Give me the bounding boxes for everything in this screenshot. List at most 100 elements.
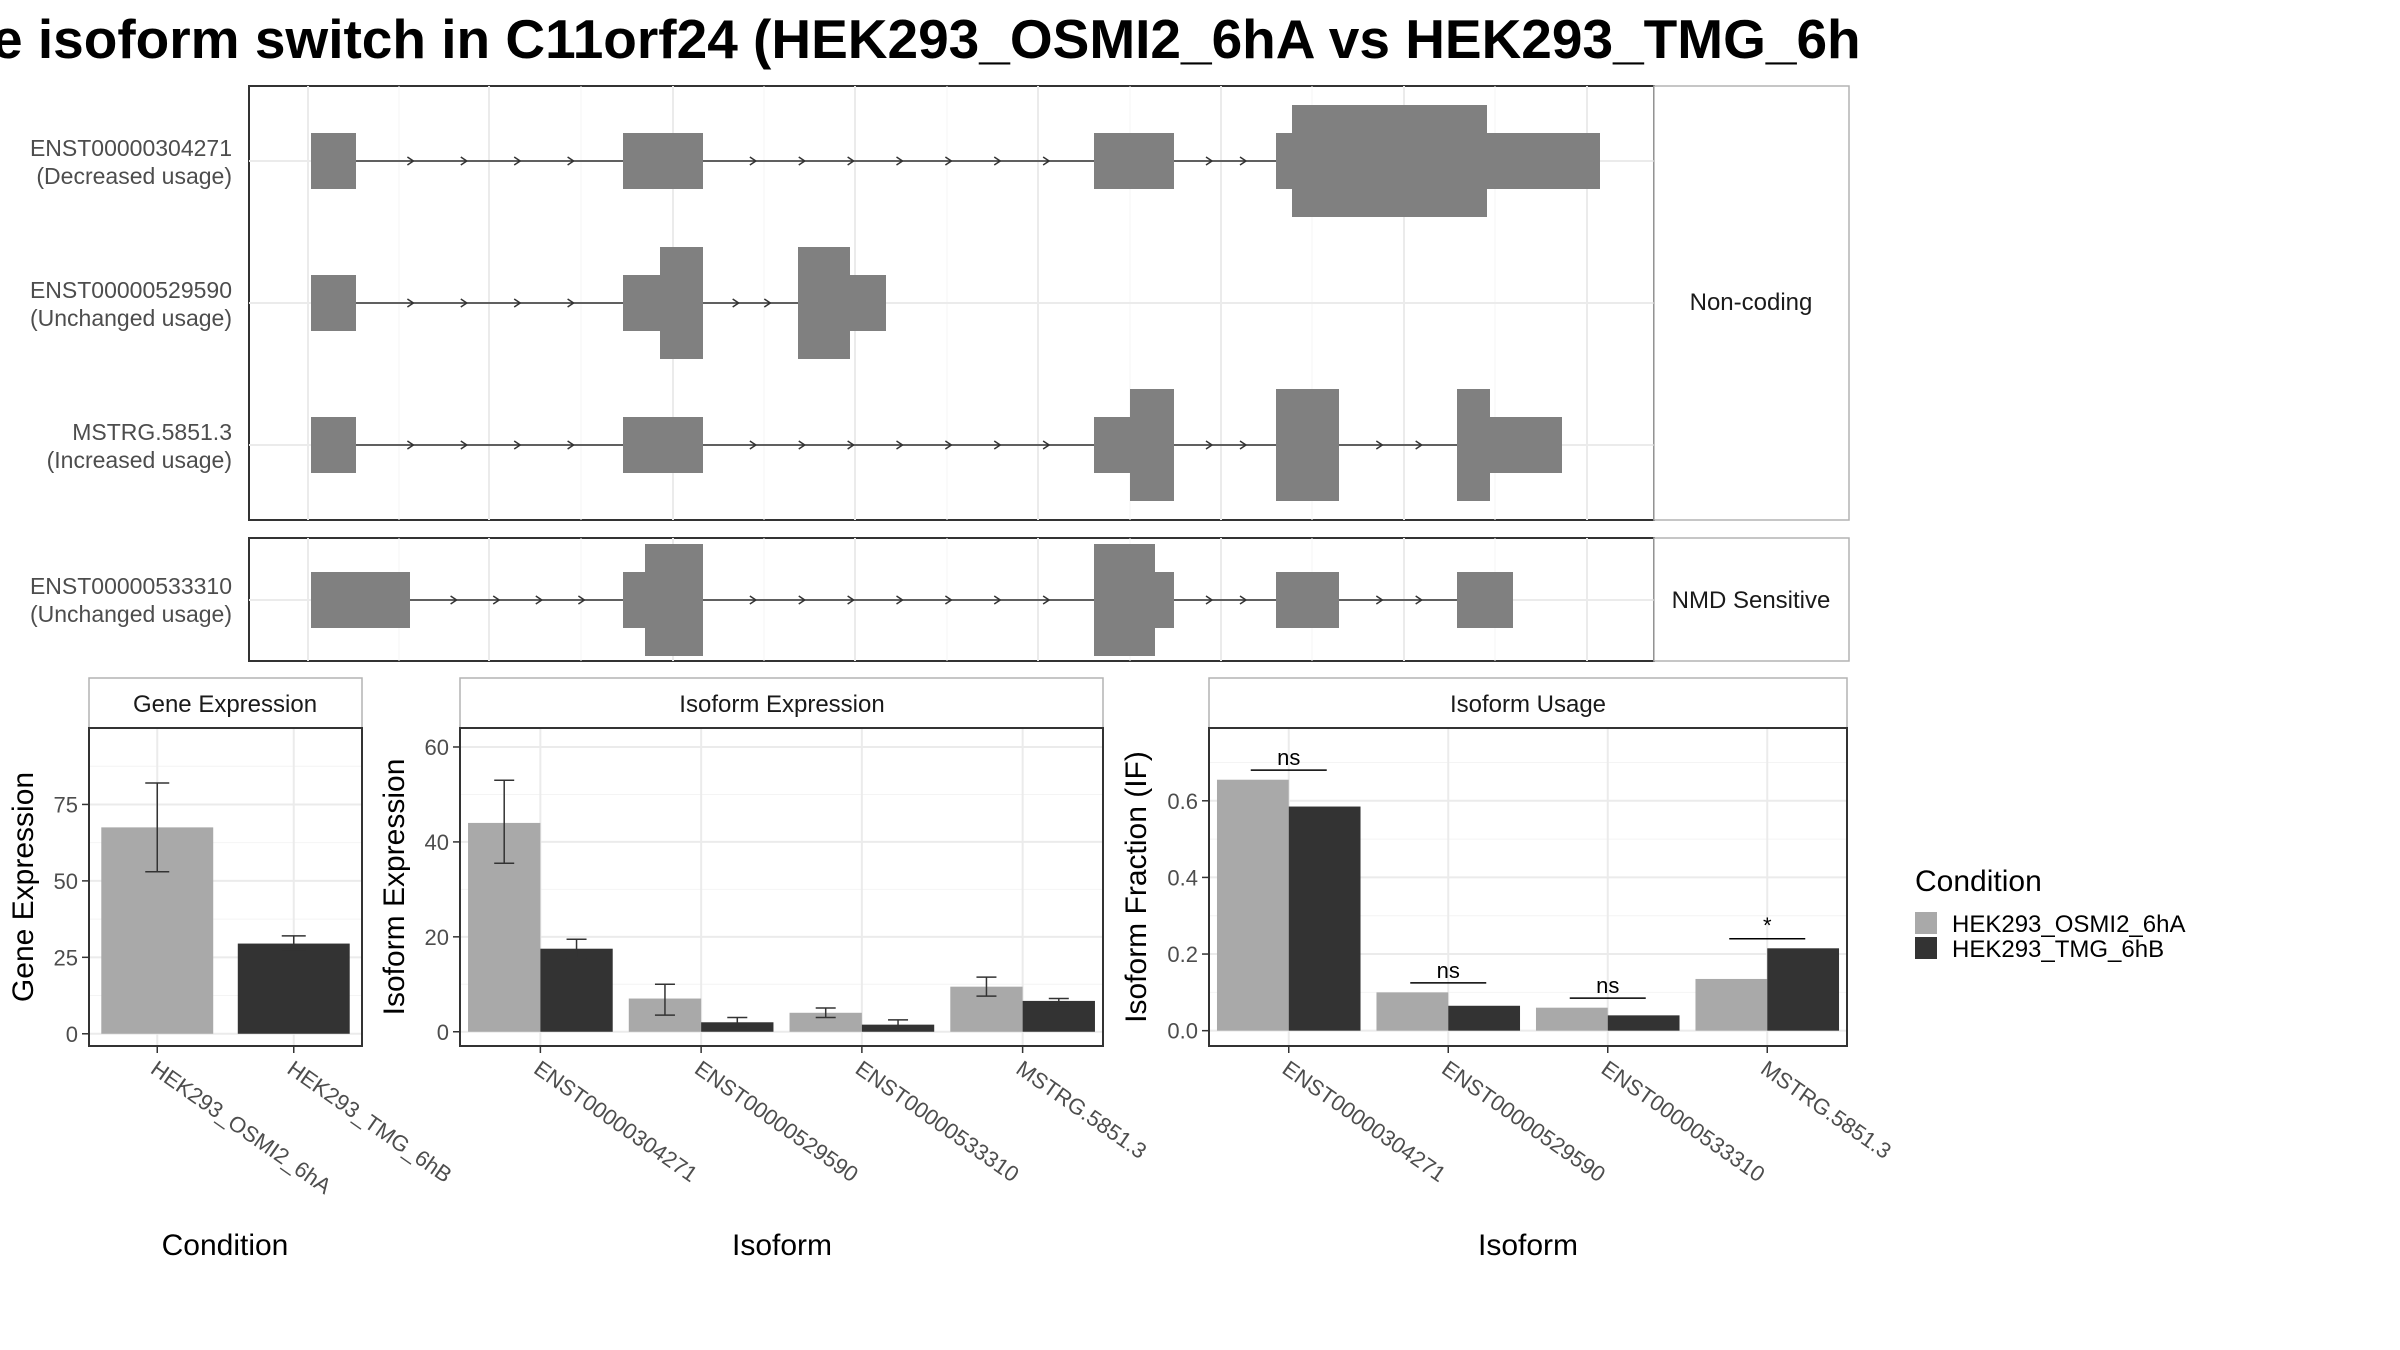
intron-arrow bbox=[1042, 440, 1051, 450]
exon bbox=[1094, 133, 1174, 189]
intron-arrow bbox=[450, 595, 458, 605]
intron-arrow bbox=[513, 298, 522, 308]
exon bbox=[311, 133, 356, 189]
exon bbox=[850, 275, 886, 331]
intron-arrow bbox=[406, 156, 415, 166]
intron-arrow bbox=[1239, 156, 1248, 166]
transcript-structure bbox=[311, 544, 1513, 656]
exon bbox=[1094, 417, 1130, 473]
x-axis-label: Isoform bbox=[1478, 1229, 1578, 1262]
intron-arrow bbox=[944, 156, 953, 166]
y-tick-label: 75 bbox=[54, 792, 78, 817]
bars bbox=[468, 779, 1095, 1032]
intron-arrow bbox=[749, 440, 758, 450]
legend-title: Condition bbox=[1915, 865, 2042, 898]
y-tick-label: 0.6 bbox=[1167, 789, 1198, 814]
intron-arrow bbox=[567, 440, 575, 450]
exon bbox=[623, 572, 645, 628]
significance-label: ns bbox=[1596, 973, 1619, 998]
bar bbox=[540, 948, 613, 1032]
significance-label: ns bbox=[1437, 958, 1460, 983]
x-tick-label: ENST00000304271 bbox=[530, 1056, 703, 1187]
transcript-structure bbox=[311, 105, 1600, 217]
transcript-structure bbox=[311, 389, 1562, 501]
strip-isoform-expression bbox=[459, 677, 1104, 729]
intron-arrow bbox=[896, 440, 904, 450]
transcript-usage: (Decreased usage) bbox=[36, 163, 232, 189]
x-tick-label: ENST00000533310 bbox=[851, 1056, 1024, 1187]
isoform-usage-panel: Isoform Usage ns ns ns * 0.0 0.2 0.4 0.6 ENST0… bbox=[1120, 677, 1896, 1262]
legend-swatch bbox=[1915, 937, 1937, 959]
exon bbox=[623, 133, 703, 189]
intron-arrow bbox=[577, 595, 586, 605]
x-tick-label: ENST00000529590 bbox=[690, 1056, 863, 1187]
exon bbox=[1457, 389, 1490, 501]
intron-arrow bbox=[1239, 440, 1248, 450]
intron-arrow bbox=[798, 595, 807, 605]
intron-arrow bbox=[798, 156, 807, 166]
x-tick-label: MSTRG.5851.3 bbox=[1012, 1056, 1152, 1164]
structure-panels: Non-coding NMD Sensitive ENST00000304271… bbox=[30, 85, 1850, 662]
bar bbox=[1288, 806, 1361, 1031]
intron-arrow bbox=[896, 595, 904, 605]
intron-arrow bbox=[993, 595, 1002, 605]
intron-arrow bbox=[406, 440, 415, 450]
exon bbox=[660, 247, 703, 359]
intron-arrow bbox=[1375, 440, 1384, 450]
intron-arrow bbox=[749, 595, 758, 605]
figure-title: e isoform switch in C11orf24 (HEK293_OSM… bbox=[0, 8, 1861, 70]
x-ticks: ENST00000304271ENST00000529590ENST000005… bbox=[1278, 1046, 1896, 1187]
intron-arrow bbox=[460, 440, 469, 450]
intron-arrow bbox=[1205, 440, 1214, 450]
intron-arrow bbox=[944, 595, 953, 605]
x-tick-label: ENST00000304271 bbox=[1278, 1056, 1451, 1187]
panel-strip-label: Gene Expression bbox=[133, 691, 317, 718]
plot-border bbox=[88, 727, 363, 1047]
exon bbox=[1276, 133, 1292, 189]
exon bbox=[1292, 105, 1487, 217]
intron-arrow bbox=[896, 156, 904, 166]
panel-strip-label: Isoform Usage bbox=[1450, 691, 1606, 718]
strip-isoform-usage bbox=[1208, 677, 1848, 729]
legend: Condition HEK293_OSMI2_6hA HEK293_TMG_6h… bbox=[1915, 865, 2185, 963]
intron-arrow bbox=[993, 156, 1002, 166]
transcript-usage: (Increased usage) bbox=[47, 447, 232, 473]
exon bbox=[623, 417, 703, 473]
significance-label: ns bbox=[1277, 745, 1300, 770]
intron-arrow bbox=[513, 440, 522, 450]
panel-strip-label: Isoform Expression bbox=[679, 691, 884, 718]
y-tick-label: 0 bbox=[66, 1022, 78, 1047]
group-label-noncoding: Non-coding bbox=[1690, 289, 1813, 316]
intron-arrow bbox=[1375, 595, 1384, 605]
bar bbox=[1448, 1005, 1521, 1031]
intron-arrow bbox=[567, 298, 575, 308]
bar bbox=[1767, 948, 1840, 1031]
transcript-structure bbox=[311, 247, 886, 359]
exon bbox=[1457, 572, 1513, 628]
intron-arrow bbox=[1042, 156, 1051, 166]
transcript-id: ENST00000529590 bbox=[30, 277, 232, 303]
intron-arrow bbox=[460, 156, 469, 166]
intron-arrow bbox=[492, 595, 501, 605]
x-axis-label: Isoform bbox=[732, 1229, 832, 1262]
y-ticks: 0 25 50 75 bbox=[54, 792, 89, 1047]
strip-gene-expression bbox=[88, 677, 363, 729]
intron-arrow bbox=[1205, 595, 1214, 605]
bar bbox=[789, 1012, 862, 1032]
exon bbox=[623, 275, 660, 331]
intron-arrow bbox=[513, 156, 522, 166]
legend-item: HEK293_TMG_6hB bbox=[1952, 936, 2164, 963]
intron-arrow bbox=[847, 595, 855, 605]
transcript-id: ENST00000304271 bbox=[30, 135, 232, 161]
exon bbox=[1276, 389, 1339, 501]
transcript-usage: (Unchanged usage) bbox=[30, 601, 232, 627]
intron-arrow bbox=[993, 440, 1002, 450]
y-tick-label: 60 bbox=[425, 735, 449, 760]
transcript-usage: (Unchanged usage) bbox=[30, 305, 232, 331]
intron-arrow bbox=[763, 298, 772, 308]
bars: ns ns ns * bbox=[1216, 745, 1840, 1031]
y-tick-label: 0.0 bbox=[1167, 1019, 1198, 1044]
group-label-nmd: NMD Sensitive bbox=[1672, 587, 1831, 614]
y-tick-label: 0.2 bbox=[1167, 942, 1198, 967]
